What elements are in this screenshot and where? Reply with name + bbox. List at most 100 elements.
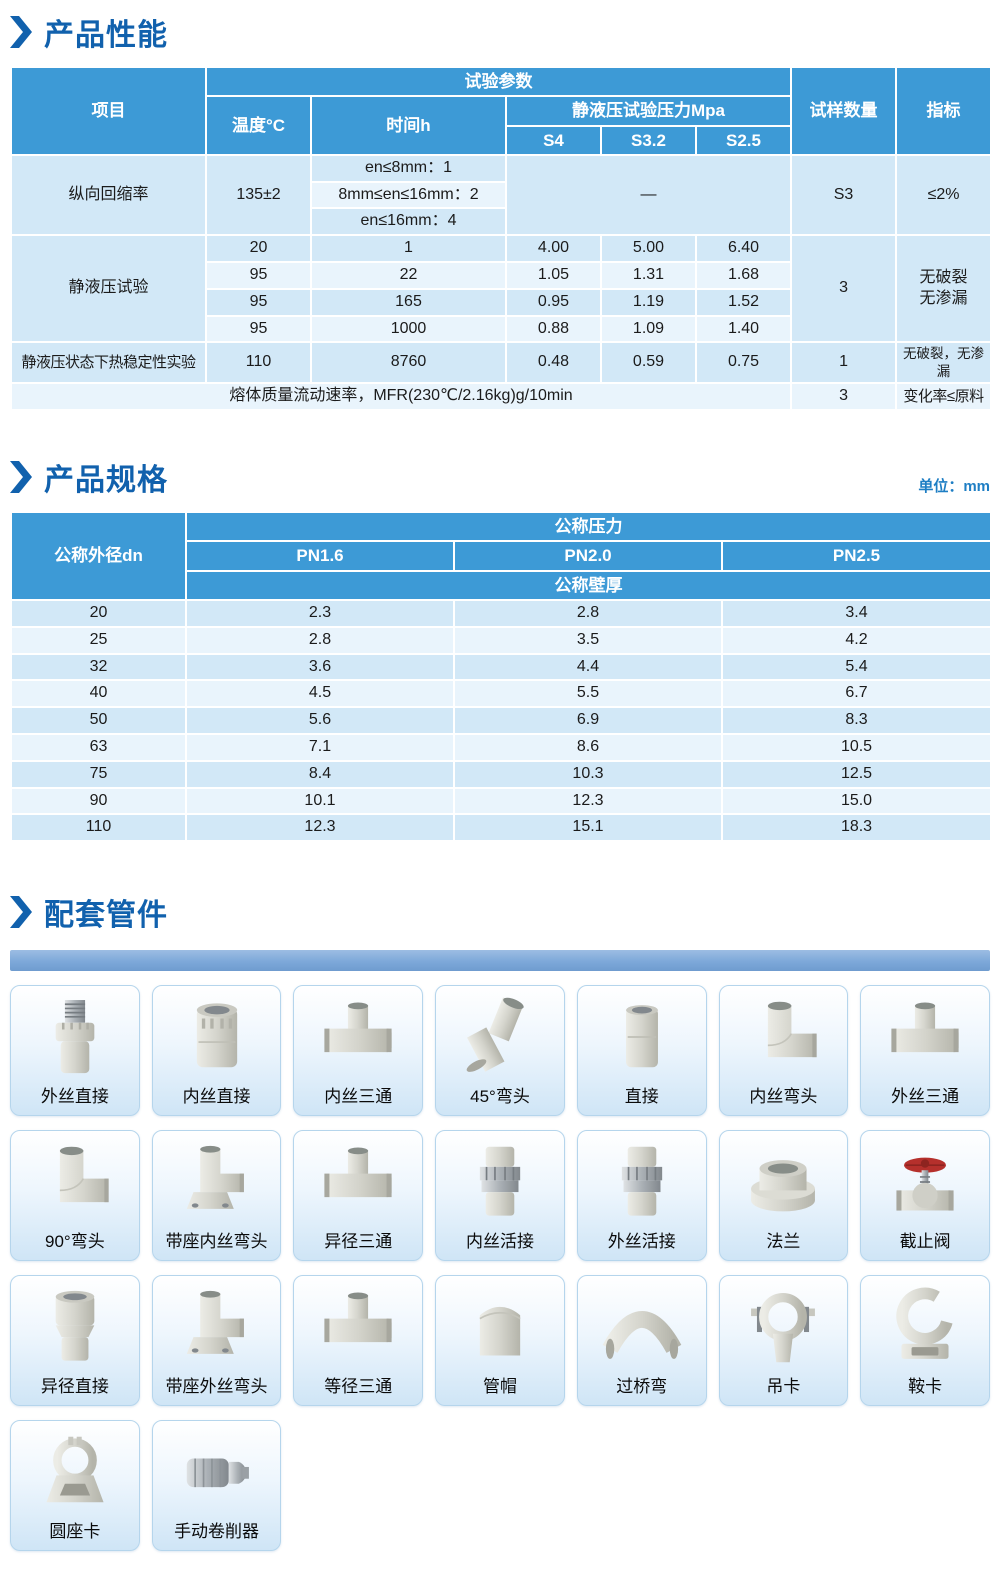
tee-icon	[883, 995, 967, 1079]
spec-dn-cell: 63	[10, 732, 187, 762]
mfr-label: 熔体质量流动速率，MFR(230℃/2.16kg)g/10min	[9, 382, 793, 412]
product-grid: 外丝直接 内丝直接 内丝三通 45°弯头 直接 内丝弯头 外丝三通	[10, 985, 990, 1552]
chevron-right-icon	[10, 896, 32, 929]
product-card: 外丝三通	[860, 985, 990, 1117]
unit-note: 单位：mm	[918, 478, 990, 496]
tee-icon	[316, 1285, 400, 1369]
product-card: 内丝活接	[435, 1130, 565, 1262]
table-header-row: 公称壁厚	[11, 569, 993, 601]
spec-header-wall: 公称壁厚	[184, 569, 993, 601]
spec-pn25-cell: 8.3	[720, 706, 993, 735]
section-specs: 产品规格 单位：mm 公称外径dn 公称压力 PN1.6 PN2.0 PN2.5	[10, 455, 993, 843]
spec-tbody: 20 2.3 2.8 3.4 25 2.8 3.5 4.2 32 3.6 4.4…	[10, 598, 993, 843]
thermal-temp: 110	[205, 341, 312, 385]
table-row: 熔体质量流动速率，MFR(230℃/2.16kg)g/10min 3 变化率≤原…	[9, 382, 993, 412]
product-label: 45°弯头	[470, 1087, 530, 1107]
product-label: 外丝三通	[891, 1087, 960, 1107]
product-label: 内丝直接	[182, 1087, 251, 1107]
tee-icon	[316, 995, 400, 1079]
product-label: 手动卷削器	[174, 1522, 260, 1542]
section-performance: 产品性能 项目 试验参数 试样数量 指标 温度°C 时间h 静液压试验压力Mpa	[9, 10, 993, 412]
spec-pn20-cell: 15.1	[453, 813, 723, 843]
spec-dn-cell: 75	[10, 759, 187, 789]
product-card: 异径三通	[293, 1130, 424, 1262]
product-image	[720, 986, 848, 1082]
table-row: en≤16mm：4	[11, 207, 991, 237]
thermal-index: 无破裂，无渗漏	[895, 341, 993, 385]
product-card: 外丝活接	[576, 1130, 707, 1262]
bridge-icon	[600, 1285, 684, 1369]
section-divider-bar	[10, 950, 990, 972]
hydro-s32: 1.31	[600, 260, 697, 290]
table-row: 8mm≤en≤16mm：2	[11, 180, 991, 210]
product-label: 直接	[624, 1087, 659, 1107]
thermal-item: 静液压状态下热稳定性实验	[10, 341, 207, 385]
hydro-qty: 3	[790, 234, 898, 344]
hydro-item: 静液压试验	[10, 234, 207, 344]
spec-pn16-cell: 12.3	[185, 813, 455, 843]
product-label: 过桥弯	[616, 1377, 668, 1397]
female-coupling-icon	[175, 995, 259, 1079]
spec-row: 20 2.3 2.8 3.4	[10, 598, 993, 628]
spec-pn25-cell: 18.3	[720, 813, 993, 843]
spec-dn-cell: 50	[10, 706, 187, 735]
socket-icon	[600, 995, 684, 1079]
spec-pn16-cell: 3.6	[185, 652, 455, 682]
seated-elbow-icon	[175, 1140, 259, 1224]
shrink-time-1: en≤8mm：1	[310, 153, 507, 183]
spec-dn-cell: 110	[10, 813, 187, 843]
hydro-s4: 1.05	[505, 260, 602, 290]
shrink-index: ≤2%	[895, 153, 993, 237]
product-image	[153, 986, 281, 1082]
hydro-time: 1000	[310, 314, 507, 344]
performance-table: 项目 试验参数 试样数量 指标 温度°C 时间h 静液压试验压力Mpa S4 S…	[9, 65, 993, 412]
tee-icon	[316, 1140, 400, 1224]
table-header-row: 公称外径dn 公称压力	[10, 511, 993, 601]
hydro-s25: 1.40	[694, 314, 793, 344]
elbow90-icon	[741, 995, 825, 1079]
hydro-s32: 1.19	[600, 287, 697, 317]
product-image	[861, 1276, 989, 1372]
spec-pn20-cell: 8.6	[453, 732, 723, 762]
spec-row: 25 2.8 3.5 4.2	[10, 625, 993, 655]
perf-header-s4: S4	[505, 124, 602, 156]
product-image	[436, 1131, 564, 1227]
page-title: 产品性能	[44, 19, 168, 52]
spec-pn20-cell: 3.5	[453, 625, 723, 655]
hydro-s25: 6.40	[694, 234, 793, 263]
shrink-time-3: en≤16mm：4	[310, 207, 507, 237]
table-header-row: 项目 试验参数 试样数量 指标	[10, 65, 993, 156]
hydro-temp: 95	[205, 314, 312, 344]
spec-header-pressure: 公称压力	[184, 511, 993, 543]
product-image	[578, 986, 706, 1082]
spec-header-pn25: PN2.5	[720, 540, 993, 572]
product-image	[153, 1421, 281, 1517]
spec-pn25-cell: 3.4	[720, 598, 993, 628]
table-row: 95 165 0.95 1.19 1.52	[11, 287, 991, 317]
product-image	[436, 986, 564, 1082]
section-specs-title: 产品规格	[10, 455, 168, 499]
product-card: 90°弯头	[10, 1130, 140, 1262]
product-label: 异径三通	[324, 1232, 393, 1252]
product-card: 过桥弯	[576, 1275, 707, 1407]
spec-pn16-cell: 2.8	[185, 625, 455, 655]
product-card: 带座内丝弯头	[151, 1130, 282, 1262]
male-coupling-icon	[33, 995, 117, 1079]
product-card: 内丝弯头	[718, 985, 849, 1117]
thermal-qty: 1	[790, 341, 898, 385]
spec-header-dn: 公称外径dn	[10, 511, 187, 601]
product-card: 等径三通	[293, 1275, 424, 1407]
seated-elbow-icon	[175, 1285, 259, 1369]
product-label: 鞍卡	[908, 1377, 943, 1397]
table-header-row: PN1.6 PN2.0 PN2.5	[11, 540, 993, 572]
thermal-s4: 0.48	[505, 341, 602, 385]
hydro-s4: 0.88	[505, 314, 602, 344]
page-title: 配套管件	[44, 899, 168, 933]
section-fittings-title: 配套管件	[10, 890, 990, 934]
table-row: 静液压状态下热稳定性实验 110 8760 0.48 0.59 0.75 1 无…	[10, 341, 993, 385]
product-card: 45°弯头	[435, 985, 565, 1117]
hydro-time: 22	[310, 260, 507, 290]
shrink-qty: S3	[790, 153, 898, 237]
product-image	[861, 986, 989, 1082]
